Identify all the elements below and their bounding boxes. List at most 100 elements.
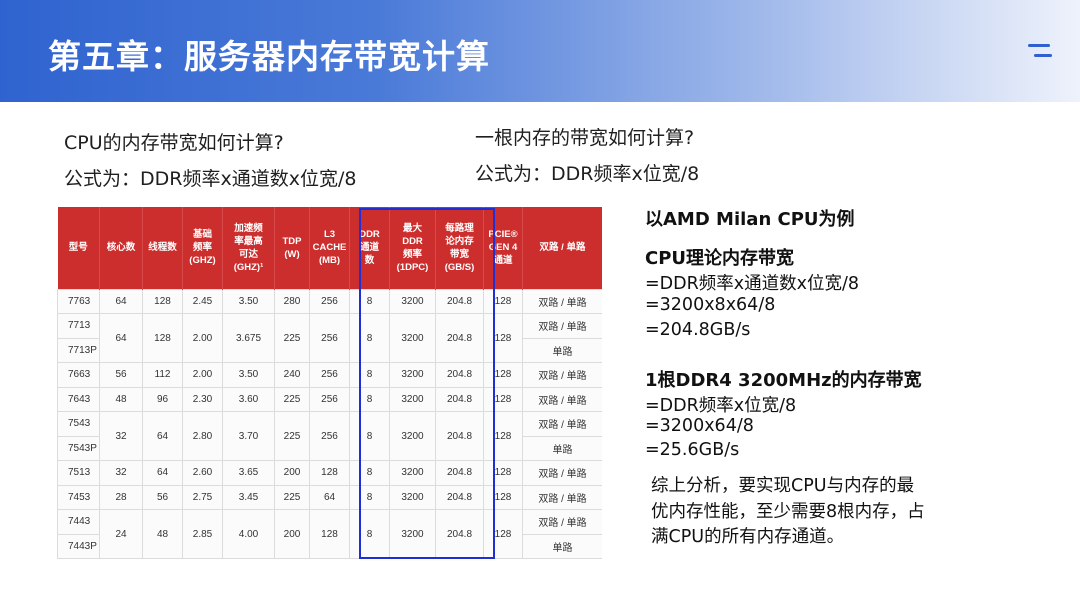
cell-model: 7543 xyxy=(57,411,100,437)
table-header-row: 型号 核心数 线程数 基础 频率 (GHZ) 加速频 率最高 可达 (GHZ)¹… xyxy=(57,207,602,289)
cell-model: 7663 xyxy=(57,362,100,388)
cpu-bandwidth-question: CPU的内存带宽如何计算? xyxy=(64,132,284,154)
cell-bandwidth: 204.8 xyxy=(435,386,484,412)
cell-threads: 96 xyxy=(142,386,183,412)
cell-pcie: 128 xyxy=(483,484,523,510)
cell-ddr-freq: 3200 xyxy=(389,313,436,363)
cell-ddr-freq: 3200 xyxy=(389,386,436,412)
cell-l3: 64 xyxy=(309,484,350,510)
dimm-bandwidth-title: 1根DDR4 3200MHz的内存带宽 xyxy=(645,370,922,391)
cell-threads: 48 xyxy=(142,509,183,559)
cell-ddr-channels: 8 xyxy=(349,362,390,388)
cell-tdp: 240 xyxy=(274,362,310,388)
col-header-ddr-freq: 最大 DDR 频率 (1DPC) xyxy=(389,207,436,289)
cell-ddr-freq: 3200 xyxy=(389,484,436,510)
cell-model: 7763 xyxy=(57,288,100,314)
cell-boost-freq: 3.50 xyxy=(222,288,275,314)
cell-socket: 双路 / 单路 xyxy=(522,313,602,339)
amd-milan-spec-table: 型号 核心数 线程数 基础 频率 (GHZ) 加速频 率最高 可达 (GHZ)¹… xyxy=(57,207,602,559)
cell-tdp: 225 xyxy=(274,386,310,412)
table-row: 7713 64 128 2.00 3.675 225 256 8 3200 20… xyxy=(57,313,602,363)
cell-socket: 双路 / 单路 xyxy=(522,509,602,535)
dimm-calc-line: =DDR频率x位宽/8 xyxy=(645,396,797,416)
cell-socket: 双路 / 单路 xyxy=(522,362,602,388)
col-header-socket: 双路 / 单路 xyxy=(522,207,602,289)
menu-icon[interactable] xyxy=(1028,44,1054,62)
cell-base-freq: 2.85 xyxy=(182,509,223,559)
page-title: 第五章：服务器内存带宽计算 xyxy=(48,37,490,76)
cell-cores: 32 xyxy=(99,411,143,461)
cell-base-freq: 2.00 xyxy=(182,313,223,363)
cell-socket: 双路 / 单路 xyxy=(522,386,602,412)
cell-pcie: 128 xyxy=(483,386,523,412)
cell-socket: 单路 xyxy=(522,435,602,461)
cell-bandwidth: 204.8 xyxy=(435,313,484,363)
cpu-calc-line: =3200x8x64/8 xyxy=(645,295,776,315)
cell-base-freq: 2.60 xyxy=(182,460,223,486)
table-row: 7713P 单路 xyxy=(57,337,602,363)
col-header-l3-cache: L3 CACHE (MB) xyxy=(309,207,350,289)
table-row: 7763 64 128 2.45 3.50 280 256 8 3200 204… xyxy=(57,288,602,314)
cell-ddr-channels: 8 xyxy=(349,460,390,486)
col-header-cores: 核心数 xyxy=(99,207,143,289)
col-header-mem-bandwidth: 每路理 论内存 带宽 (GB/S) xyxy=(435,207,484,289)
col-header-pcie: PCIE® GEN 4 通道 xyxy=(483,207,523,289)
dimm-calc-result: =25.6GB/s xyxy=(645,440,740,460)
summary-line: 满CPU的所有内存通道。 xyxy=(651,527,845,547)
table-row: 7543 32 64 2.80 3.70 225 256 8 3200 204.… xyxy=(57,411,602,461)
cell-bandwidth: 204.8 xyxy=(435,288,484,314)
dimm-bandwidth-question: 一根内存的带宽如何计算? xyxy=(475,127,695,149)
cell-bandwidth: 204.8 xyxy=(435,484,484,510)
summary-line: 优内存性能，至少需要8根内存，占 xyxy=(651,502,925,522)
cell-l3: 128 xyxy=(309,509,350,559)
cpu-calc-result: =204.8GB/s xyxy=(645,320,751,340)
cell-threads: 128 xyxy=(142,313,183,363)
cell-cores: 64 xyxy=(99,288,143,314)
table-row: 7453 28 56 2.75 3.45 225 64 8 3200 204.8… xyxy=(57,484,602,510)
cell-bandwidth: 204.8 xyxy=(435,460,484,486)
cell-ddr-freq: 3200 xyxy=(389,460,436,486)
cell-boost-freq: 3.45 xyxy=(222,484,275,510)
cell-model: 7543P xyxy=(57,435,100,461)
cell-tdp: 280 xyxy=(274,288,310,314)
cell-pcie: 128 xyxy=(483,509,523,559)
cell-cores: 32 xyxy=(99,460,143,486)
cell-tdp: 200 xyxy=(274,509,310,559)
cell-pcie: 128 xyxy=(483,411,523,461)
cell-cores: 28 xyxy=(99,484,143,510)
cell-bandwidth: 204.8 xyxy=(435,411,484,461)
cell-ddr-channels: 8 xyxy=(349,484,390,510)
dimm-bandwidth-formula: 公式为：DDR频率x位宽/8 xyxy=(475,163,700,185)
dimm-calc-line: =3200x64/8 xyxy=(645,416,754,436)
cell-base-freq: 2.75 xyxy=(182,484,223,510)
col-header-model: 型号 xyxy=(57,207,100,289)
cell-ddr-channels: 8 xyxy=(349,288,390,314)
cell-ddr-channels: 8 xyxy=(349,411,390,461)
cell-socket: 双路 / 单路 xyxy=(522,460,602,486)
cell-boost-freq: 3.70 xyxy=(222,411,275,461)
cell-model: 7713P xyxy=(57,337,100,363)
cell-model: 7713 xyxy=(57,313,100,339)
col-header-tdp: TDP (W) xyxy=(274,207,310,289)
col-header-base-freq: 基础 频率 (GHZ) xyxy=(182,207,223,289)
cell-threads: 128 xyxy=(142,288,183,314)
cell-pcie: 128 xyxy=(483,362,523,388)
cell-l3: 256 xyxy=(309,288,350,314)
cell-base-freq: 2.30 xyxy=(182,386,223,412)
cell-tdp: 225 xyxy=(274,313,310,363)
col-header-ddr-channels: DDR 通道 数 xyxy=(349,207,390,289)
title-banner: 第五章：服务器内存带宽计算 xyxy=(0,0,1080,102)
cell-model: 7443 xyxy=(57,509,100,535)
col-header-boost-freq: 加速频 率最高 可达 (GHZ)¹ xyxy=(222,207,275,289)
cell-socket: 单路 xyxy=(522,533,602,559)
cell-pcie: 128 xyxy=(483,460,523,486)
table-row: 7513 32 64 2.60 3.65 200 128 8 3200 204.… xyxy=(57,460,602,486)
cell-threads: 64 xyxy=(142,460,183,486)
cell-tdp: 225 xyxy=(274,484,310,510)
cell-pcie: 128 xyxy=(483,288,523,314)
cell-ddr-freq: 3200 xyxy=(389,362,436,388)
cell-l3: 128 xyxy=(309,460,350,486)
cell-model: 7453 xyxy=(57,484,100,510)
table-row: 7443P 单路 xyxy=(57,533,602,559)
cell-l3: 256 xyxy=(309,411,350,461)
